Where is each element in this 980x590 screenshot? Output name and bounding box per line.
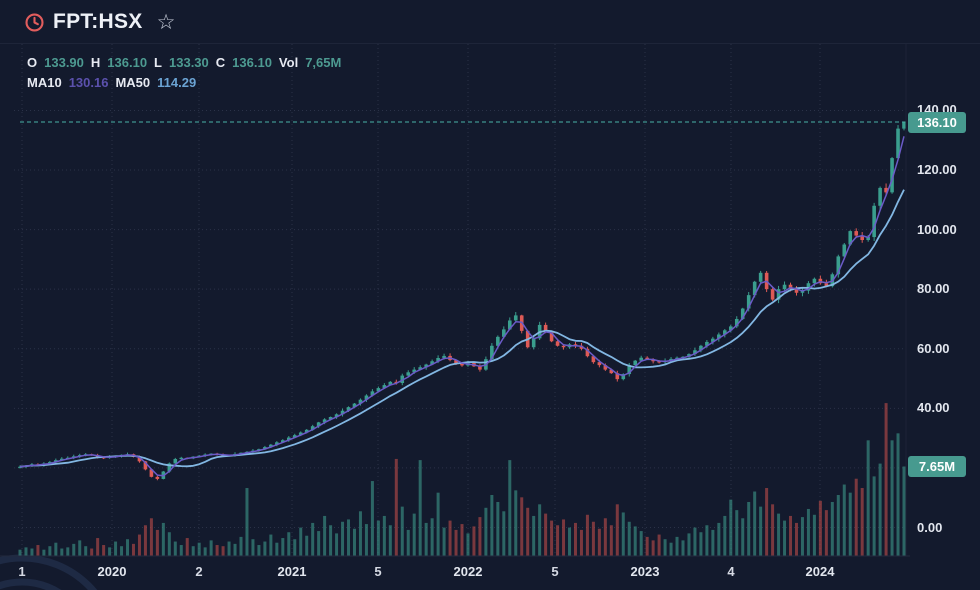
open-value: 133.90 xyxy=(44,55,84,70)
favorite-star-icon[interactable]: ☆ xyxy=(156,10,176,34)
indicator-legend: O 133.90 H 136.10 L 133.30 C 136.10 Vol … xyxy=(27,53,341,93)
price-tick-label: 120.00 xyxy=(917,162,957,178)
price-tick-label: 40.00 xyxy=(917,400,950,416)
ohlc-label: H xyxy=(90,55,101,70)
time-tick-label-2024: 2024 xyxy=(805,564,835,579)
ohlc-label: C xyxy=(215,55,226,70)
header-divider xyxy=(0,43,980,44)
low-value: 133.30 xyxy=(169,55,209,70)
ohlc-label: L xyxy=(154,55,162,70)
last-volume-badge: 7.65M xyxy=(908,456,966,477)
time-tick-label-2022: 2022 xyxy=(453,564,483,579)
symbol-title[interactable]: FPT:HSX xyxy=(53,10,143,33)
time-tick-label-2: 2 xyxy=(195,564,203,579)
time-tick-label-5: 5 xyxy=(374,564,382,579)
candles xyxy=(18,122,906,481)
time-tick-label-1: 1 xyxy=(18,564,26,579)
watermark-arc xyxy=(0,578,62,590)
time-tick-label-2021: 2021 xyxy=(277,564,307,579)
high-value: 136.10 xyxy=(107,55,148,70)
ohlc-legend-row: O 133.90 H 136.10 L 133.30 C 136.10 Vol … xyxy=(27,53,341,73)
ma10-line xyxy=(19,136,905,477)
close-value: 136.10 xyxy=(232,55,272,70)
ma50-line xyxy=(19,189,905,468)
price-tick-label: 60.00 xyxy=(917,340,950,356)
price-tick-label: 100.00 xyxy=(917,221,957,237)
volume-value: 7,65M xyxy=(305,55,342,70)
ma10-label: MA10 xyxy=(27,75,62,90)
volume-label: Vol xyxy=(278,55,299,70)
time-tick-label-5: 5 xyxy=(551,564,559,579)
price-tick-label: 80.00 xyxy=(917,281,950,297)
volume-bars xyxy=(18,403,906,556)
symbol-header: FPT:HSX ☆ xyxy=(24,7,175,37)
clock-icon[interactable] xyxy=(24,12,45,33)
watermark-arc xyxy=(0,554,98,590)
ohlc-label: O xyxy=(27,55,38,70)
time-tick-label-2023: 2023 xyxy=(630,564,660,579)
ma50-label: MA50 xyxy=(115,75,151,90)
last-price-badge: 136.10 xyxy=(908,111,966,133)
price-tick-label: 0.00 xyxy=(917,519,943,535)
time-tick-label-4: 4 xyxy=(727,564,735,579)
ma10-value: 130.16 xyxy=(68,75,109,90)
ma-legend-row: MA10 130.16 MA50 114.29 xyxy=(27,73,341,93)
ma50-value: 114.29 xyxy=(157,75,197,90)
time-tick-label-2020: 2020 xyxy=(97,564,127,579)
